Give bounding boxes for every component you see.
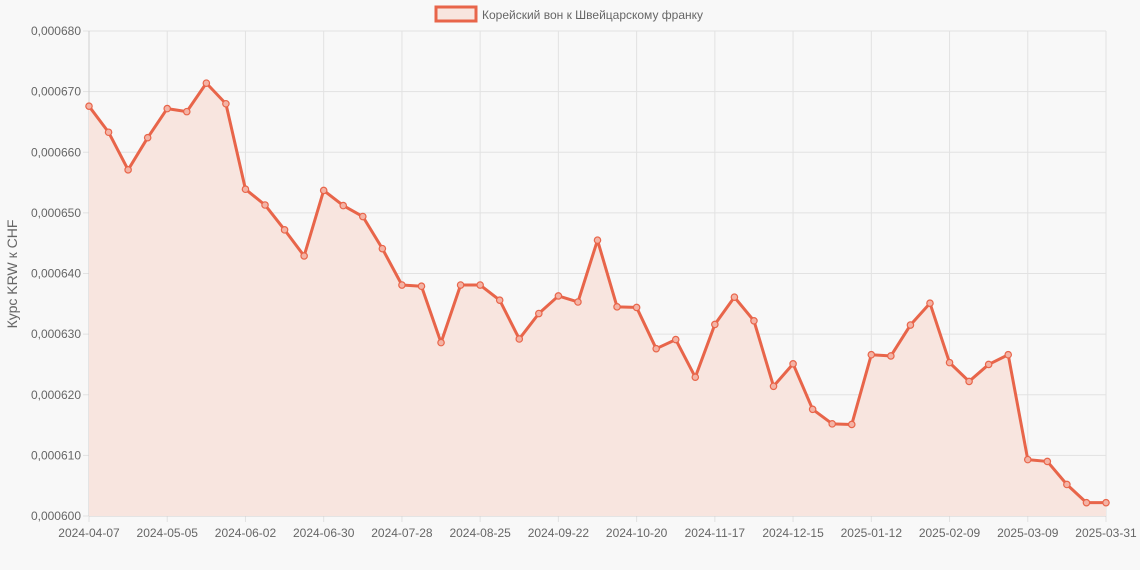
data-point[interactable] (1063, 480, 1071, 489)
data-point[interactable] (495, 296, 504, 304)
y-tick-label: 0,000600 (31, 509, 81, 523)
data-point[interactable] (711, 320, 719, 329)
x-tick-label: 2024-10-20 (606, 526, 668, 540)
data-point[interactable] (85, 102, 93, 110)
x-tick-label: 2025-02-09 (919, 526, 981, 540)
x-tick-label: 2025-03-09 (997, 526, 1059, 540)
data-point[interactable] (222, 99, 230, 108)
x-tick-label: 2024-09-22 (528, 526, 590, 540)
x-tick-label: 2024-08-25 (449, 526, 511, 540)
data-point[interactable] (241, 185, 250, 194)
data-point[interactable] (613, 303, 621, 311)
x-tick-label: 2024-07-28 (371, 526, 433, 540)
data-point[interactable] (828, 420, 836, 428)
y-tick-label: 0,000630 (31, 327, 81, 341)
data-point[interactable] (691, 373, 700, 381)
data-point[interactable] (339, 201, 348, 210)
x-tick-label: 2024-05-05 (137, 526, 199, 540)
x-tick-label: 2024-06-30 (293, 526, 355, 540)
data-point[interactable] (808, 405, 817, 414)
data-point[interactable] (1004, 350, 1013, 359)
data-point[interactable] (261, 201, 269, 209)
x-tick-label: 2025-03-31 (1075, 526, 1137, 540)
data-point[interactable] (769, 382, 778, 391)
y-tick-label: 0,000670 (31, 85, 81, 99)
data-point[interactable] (359, 212, 367, 221)
data-point[interactable] (1043, 457, 1052, 466)
y-axis-title: Курс KRW к CHF (4, 220, 20, 329)
data-point[interactable] (319, 186, 328, 195)
x-tick-label: 2024-06-02 (215, 526, 277, 540)
data-point[interactable] (476, 281, 484, 289)
data-point[interactable] (378, 244, 387, 253)
legend-swatch (434, 5, 478, 23)
data-point[interactable] (671, 335, 680, 344)
area-fill (89, 83, 1106, 516)
data-point[interactable] (300, 252, 308, 260)
x-tick-label: 2024-11-17 (685, 526, 746, 540)
y-tick-label: 0,000680 (31, 24, 81, 38)
y-tick-label: 0,000620 (31, 388, 81, 402)
data-point[interactable] (750, 316, 758, 325)
x-tick-label: 2024-04-07 (58, 526, 120, 540)
data-point[interactable] (163, 104, 172, 113)
data-point[interactable] (182, 107, 191, 116)
data-point[interactable] (398, 281, 406, 289)
data-point[interactable] (926, 299, 934, 308)
data-point[interactable] (143, 133, 152, 142)
data-point[interactable] (202, 79, 211, 87)
data-point[interactable] (1023, 455, 1032, 464)
data-point[interactable] (984, 360, 993, 369)
data-point[interactable] (730, 293, 739, 301)
data-point[interactable] (574, 298, 582, 306)
y-tick-label: 0,000640 (31, 267, 81, 281)
area-fill-path (89, 83, 1106, 516)
data-point[interactable] (554, 292, 563, 300)
legend-label: Корейский вон к Швейцарскому франку (482, 8, 703, 22)
data-point[interactable] (437, 338, 445, 347)
data-point[interactable] (124, 166, 132, 174)
data-point[interactable] (593, 236, 602, 244)
x-tick-label: 2024-12-15 (762, 526, 824, 540)
data-point[interactable] (417, 282, 426, 291)
data-point[interactable] (867, 350, 876, 359)
data-point[interactable] (1082, 498, 1091, 507)
data-point[interactable] (456, 281, 465, 289)
x-axis-ticks: 2024-04-07 2024-05-05 2024-06-02 2024-06-30… (58, 526, 1137, 540)
data-point[interactable] (789, 360, 797, 368)
data-point[interactable] (1102, 498, 1110, 507)
y-axis-ticks: 0,000600 0,000610 0,000620 0,000630 0,000640… (31, 24, 81, 523)
data-points (85, 79, 1110, 507)
y-tick-label: 0,000610 (31, 448, 81, 462)
data-point[interactable] (652, 344, 660, 353)
data-point[interactable] (515, 335, 524, 343)
y-tick-label: 0,000650 (31, 206, 81, 220)
data-point[interactable] (535, 309, 543, 318)
data-point[interactable] (965, 377, 973, 386)
data-point[interactable] (887, 352, 895, 360)
data-point[interactable] (104, 128, 113, 137)
legend[interactable]: Корейский вон к Швейцарскому франку (434, 5, 703, 23)
data-point[interactable] (632, 303, 641, 312)
y-tick-label: 0,000660 (31, 145, 81, 159)
x-tick-label: 2025-01-12 (841, 526, 903, 540)
data-point[interactable] (280, 226, 289, 234)
data-point[interactable] (906, 321, 915, 329)
data-point[interactable] (945, 358, 954, 367)
data-point[interactable] (847, 420, 856, 429)
